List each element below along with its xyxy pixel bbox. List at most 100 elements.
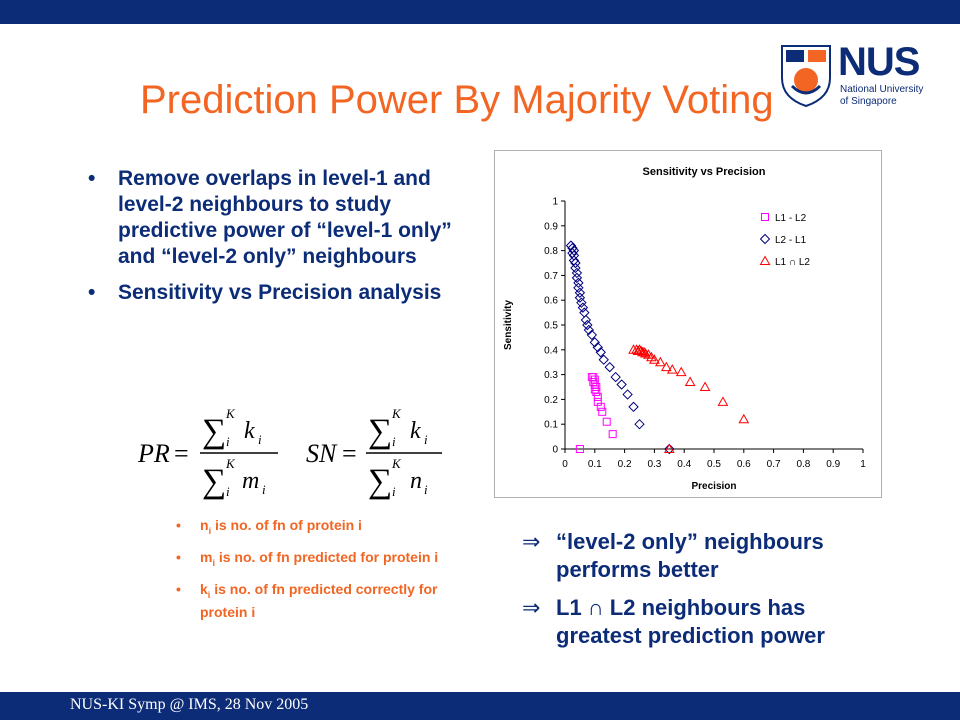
chart-title: Sensitivity vs Precision — [643, 166, 766, 178]
point-diamond-series-2 — [568, 245, 580, 256]
nus-logo: NUS National University of Singapore — [778, 40, 928, 108]
conclusion-text: L1 ∩ L2 neighbours has greatest predicti… — [556, 595, 825, 648]
point-triangle-series-3 — [684, 376, 696, 387]
point-diamond-series-2 — [610, 371, 621, 383]
formula-sn-den-upper: K — [391, 456, 402, 471]
definition-symbol: m — [200, 548, 213, 565]
bullet-item: • Remove overlaps in level-1 and level-2… — [88, 166, 480, 270]
bullet-dot-icon: • — [88, 281, 96, 304]
formula-sn-num-sum: ∑ — [368, 413, 392, 450]
x-tick-label: 1 — [860, 459, 866, 470]
main-bullet-list: • Remove overlaps in level-1 and level-2… — [88, 166, 480, 316]
nus-crest-icon — [781, 45, 831, 108]
definition-item: • mi is no. of fn predicted for protein … — [176, 548, 476, 572]
bottom-bar — [0, 692, 960, 720]
formula-pr-den-var: m — [242, 468, 259, 494]
point-triangle-series-3 — [675, 366, 687, 377]
top-bar — [0, 0, 960, 24]
point-diamond-series-2 — [595, 347, 606, 358]
formula-sn-den-sum: ∑ — [368, 463, 392, 500]
point-triangle-series-3 — [649, 354, 660, 364]
definition-text: is no. of fn of protein i — [211, 517, 362, 533]
bullet-item: • Sensitivity vs Precision analysis — [88, 280, 480, 306]
y-tick-label: 0.3 — [544, 370, 558, 381]
y-tick-label: 0 — [552, 445, 558, 456]
conclusion-item: ⇒ L1 ∩ L2 neighbours has greatest predic… — [522, 594, 882, 650]
point-diamond-series-2 — [589, 337, 601, 348]
point-diamond-series-2 — [634, 418, 645, 430]
formula-pr-den-index: i — [226, 484, 230, 499]
point-square-series-1 — [596, 402, 605, 411]
formula-sn-equals: = — [342, 439, 357, 468]
x-tick-label: 0.4 — [677, 459, 691, 470]
point-triangle-series-3 — [666, 364, 678, 374]
point-diamond-series-2 — [604, 361, 615, 373]
formula-sn-num-index: i — [392, 434, 396, 449]
logo-wordmark: NUS — [838, 40, 920, 84]
formula-sn-den-sub: i — [424, 482, 428, 497]
point-diamond-series-2 — [579, 307, 590, 318]
legend-marker-triangle — [759, 255, 771, 265]
point-diamond-series-2 — [573, 277, 584, 289]
conclusion-text: “level-2 only” neighbours performs bette… — [556, 529, 824, 582]
point-diamond-series-2 — [586, 329, 598, 341]
definition-item: • ki is no. of fn predicted correctly fo… — [176, 580, 476, 622]
point-diamond-series-2 — [577, 302, 589, 313]
x-tick-label: 0.6 — [737, 459, 751, 470]
point-diamond-series-2 — [576, 297, 587, 308]
formula-sn-num-upper: K — [391, 406, 402, 421]
legend-marker-diamond — [759, 233, 771, 245]
x-axis-label: Precision — [691, 481, 736, 492]
y-tick-label: 0.6 — [544, 296, 558, 307]
legend-label: L1 - L2 — [775, 213, 807, 224]
formula-pr-num-sub: i — [258, 432, 262, 447]
x-tick-label: 0.3 — [647, 459, 661, 470]
y-tick-label: 0.1 — [544, 420, 558, 431]
legend-label: L2 - L1 — [775, 235, 807, 246]
point-diamond-series-2 — [570, 257, 581, 269]
bullet-text: Remove overlaps in level-1 and level-2 n… — [118, 167, 452, 268]
point-triangle-series-3 — [660, 361, 672, 372]
definition-subscript: i — [207, 589, 211, 600]
formula-pr-label: PR — [138, 439, 170, 468]
definition-subscript: i — [208, 525, 212, 536]
point-diamond-series-2 — [628, 401, 639, 413]
definition-text: is no. of fn predicted correctly for pro… — [200, 580, 438, 621]
definition-item: • ni is no. of fn of protein i — [176, 516, 476, 540]
point-triangle-series-3 — [738, 413, 750, 424]
point-diamond-series-2 — [574, 287, 586, 298]
definition-symbol: n — [200, 517, 209, 533]
logo-subtitle-line2: of Singapore — [840, 96, 897, 107]
formula-pr-equals: = — [174, 439, 189, 468]
chart-panel: Sensitivity vs Precision Precision Sensiti… — [494, 150, 882, 498]
formula-pr-den-upper: K — [225, 456, 236, 471]
y-tick-label: 0.7 — [544, 271, 558, 282]
point-triangle-series-3 — [638, 346, 650, 357]
bullet-dot-icon: • — [176, 548, 181, 565]
x-tick-label: 0.7 — [767, 459, 781, 470]
y-tick-label: 0.4 — [544, 345, 558, 356]
legend-label: L1 ∩ L2 — [775, 257, 810, 268]
point-square-series-1 — [602, 417, 611, 426]
conclusion-item: ⇒ “level-2 only” neighbours performs bet… — [522, 528, 882, 584]
formula-block: PR = ∑ K i k i ∑ K i m i SN = ∑ K i k i … — [138, 406, 442, 500]
formula-sn-den-var: n — [410, 468, 422, 494]
formula-pr-num-var: k — [244, 418, 255, 444]
point-square-series-1 — [592, 387, 601, 396]
point-diamond-series-2 — [582, 319, 593, 331]
footer-text: NUS-KI Symp @ IMS, 28 Nov 2005 — [70, 696, 309, 713]
y-tick-label: 0.5 — [544, 321, 558, 332]
scatter-chart: Sensitivity vs Precision Precision Sensiti… — [503, 166, 866, 492]
definition-symbol: k — [200, 580, 208, 597]
formula-sn-den-index: i — [392, 484, 396, 499]
point-square-series-1 — [592, 383, 601, 391]
point-diamond-series-2 — [622, 389, 633, 400]
y-tick-label: 0.2 — [544, 395, 558, 406]
point-diamond-series-2 — [592, 342, 603, 353]
point-triangle-series-3 — [635, 345, 647, 356]
point-diamond-series-2 — [570, 262, 581, 274]
point-diamond-series-2 — [616, 379, 627, 390]
bullet-dot-icon: • — [88, 167, 96, 190]
point-square-series-1 — [593, 397, 602, 406]
formula-sn-num-sub: i — [424, 432, 428, 447]
